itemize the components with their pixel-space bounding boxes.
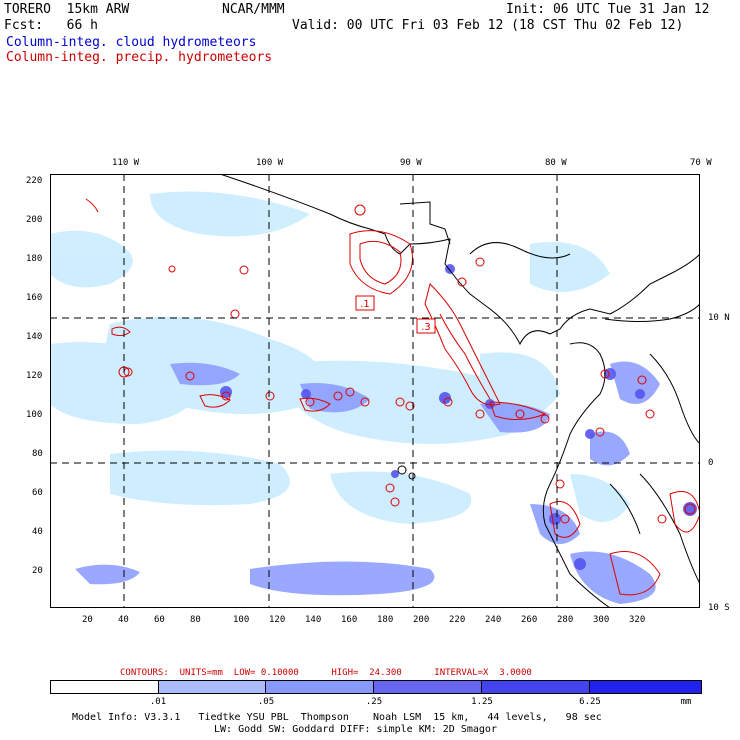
y-tick: 120 bbox=[26, 371, 43, 381]
boxed-label-3-text: .3 bbox=[421, 322, 431, 333]
x-tick: 280 bbox=[557, 615, 574, 625]
x-tick: 100 bbox=[233, 615, 250, 625]
x-tick: 40 bbox=[118, 615, 129, 625]
colorbar-cell bbox=[51, 681, 159, 693]
y-tick: 40 bbox=[32, 527, 43, 537]
x-tick: 60 bbox=[154, 615, 165, 625]
organization: NCAR/MMM bbox=[222, 2, 285, 17]
colorbar bbox=[50, 680, 702, 694]
lon-label-80w: 80 W bbox=[545, 158, 567, 168]
y-tick: 180 bbox=[26, 254, 43, 264]
lon-label-100w: 100 W bbox=[256, 158, 284, 168]
boxed-label-1-text: .1 bbox=[360, 299, 370, 310]
colorbar-label: .25 bbox=[365, 697, 383, 707]
x-tick: 220 bbox=[449, 615, 466, 625]
product-title: TORERO 15km ARW bbox=[4, 2, 130, 17]
boxed-label-1: .1 bbox=[355, 295, 375, 311]
forecast-map: .1 .3 bbox=[50, 174, 700, 608]
x-tick: 140 bbox=[305, 615, 322, 625]
legend-cloud: Column-integ. cloud hydrometeors bbox=[6, 35, 257, 50]
coastlines bbox=[219, 174, 700, 608]
x-tick: 120 bbox=[269, 615, 286, 625]
y-tick: 220 bbox=[26, 176, 43, 186]
x-tick: 240 bbox=[485, 615, 502, 625]
colorbar-label: .01 bbox=[149, 697, 167, 707]
lon-label-90w: 90 W bbox=[400, 158, 422, 168]
x-tick: 260 bbox=[521, 615, 538, 625]
colorbar-label: .05 bbox=[257, 697, 275, 707]
y-tick: 80 bbox=[32, 449, 43, 459]
x-tick: 300 bbox=[593, 615, 610, 625]
y-tick: 20 bbox=[32, 566, 43, 576]
colorbar-cell bbox=[159, 681, 266, 693]
contours-info: CONTOURS: UNITS=mm LOW= 0.10000 HIGH= 24… bbox=[120, 668, 532, 678]
x-tick: 160 bbox=[341, 615, 358, 625]
x-tick: 80 bbox=[190, 615, 201, 625]
colorbar-label: 6.25 bbox=[579, 697, 601, 707]
init-time: Init: 06 UTC Tue 31 Jan 12 bbox=[506, 2, 710, 17]
y-tick: 200 bbox=[26, 215, 43, 225]
forecast-hour: Fcst: 66 h bbox=[4, 18, 98, 33]
y-tick: 100 bbox=[26, 410, 43, 420]
x-tick: 180 bbox=[377, 615, 394, 625]
x-tick: 20 bbox=[82, 615, 93, 625]
model-info-line2: LW: Godd SW: Goddard DIFF: simple KM: 2D… bbox=[214, 724, 497, 735]
y-tick: 160 bbox=[26, 293, 43, 303]
lon-label-110w: 110 W bbox=[112, 158, 140, 168]
colorbar-unit: mm bbox=[680, 697, 692, 707]
lat-label-10s: 10 S bbox=[708, 603, 730, 613]
valid-time: Valid: 00 UTC Fri 03 Feb 12 (18 CST Thu … bbox=[292, 18, 684, 33]
x-tick: 320 bbox=[629, 615, 646, 625]
x-tick: 200 bbox=[413, 615, 430, 625]
colorbar-cell bbox=[374, 681, 482, 693]
precip-contours bbox=[85, 198, 700, 596]
lat-label-10n: 10 N bbox=[708, 313, 730, 323]
colorbar-cell bbox=[266, 681, 374, 693]
latlon-grid bbox=[50, 174, 700, 608]
colorbar-cell bbox=[590, 681, 701, 693]
lon-label-70w: 70 W bbox=[690, 158, 712, 168]
y-tick: 140 bbox=[26, 332, 43, 342]
boxed-label-3: .3 bbox=[416, 318, 436, 334]
model-info-line1: Model Info: V3.3.1 Tiedtke YSU PBL Thomp… bbox=[72, 712, 602, 723]
colorbar-label: 1.25 bbox=[471, 697, 493, 707]
lat-label-0: 0 bbox=[708, 458, 714, 468]
cloud-shading-light bbox=[50, 191, 630, 524]
colorbar-cell bbox=[482, 681, 590, 693]
y-tick: 60 bbox=[32, 488, 43, 498]
legend-precip: Column-integ. precip. hydrometeors bbox=[6, 50, 273, 65]
